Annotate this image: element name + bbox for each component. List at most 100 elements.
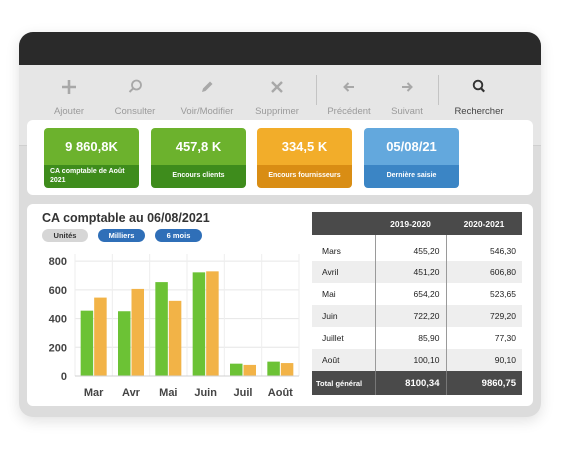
table-cell-month: Juillet xyxy=(322,333,344,343)
bar-2020-2021 xyxy=(243,364,256,376)
x-tick-label: Mar xyxy=(84,387,104,399)
table-cell-value: 77,30 xyxy=(445,327,522,349)
table-row: Mai 654,20 523,65 xyxy=(312,283,522,305)
delete-label: Supprimer xyxy=(255,106,299,117)
y-tick-label: 400 xyxy=(49,314,67,326)
y-tick-label: 200 xyxy=(49,342,67,354)
title-bar xyxy=(19,32,541,65)
table-cell-value: 90,10 xyxy=(445,349,522,371)
main-panel: CA comptable au 06/08/2021 Unités Millie… xyxy=(27,204,533,406)
table-header-2020-2021: 2020-2021 xyxy=(446,212,522,235)
bar-2019-2020 xyxy=(118,311,131,376)
bar-2020-2021 xyxy=(168,300,182,376)
toolbar-separator xyxy=(316,75,317,105)
bar-2020-2021 xyxy=(94,297,107,376)
kpi-value: 9 860,8K xyxy=(44,128,139,165)
view-button[interactable]: Consulter xyxy=(105,75,165,117)
kpi-value: 457,8 K xyxy=(151,128,246,165)
app-window: Ajouter Consulter Voir/Modifier Supprime… xyxy=(19,32,541,417)
kpi-panel: 9 860,8K CA comptable de Août 2021 457,8… xyxy=(27,120,533,195)
y-tick-label: 600 xyxy=(49,285,67,297)
bar-2020-2021 xyxy=(206,271,219,376)
bar-chart: 0 200 400 600 800 Mar Avr Mai Juin Juil Août xyxy=(49,254,300,399)
table-cell-month: Août xyxy=(312,349,375,371)
table-total-row: Total général 8100,34 9860,75 xyxy=(312,371,522,395)
table-row: Mars 455,20 546,30 xyxy=(312,235,522,261)
x-tick-label: Avr xyxy=(122,387,141,399)
arrow-left-icon xyxy=(319,75,379,99)
search-icon xyxy=(449,75,509,99)
view-label: Consulter xyxy=(114,106,156,117)
table-cell-month: Mai xyxy=(322,289,336,299)
previous-button[interactable]: Précédent xyxy=(319,75,379,117)
search-button[interactable]: Rechercher xyxy=(449,75,509,117)
chart-title: CA comptable au 06/08/2021 xyxy=(42,211,210,225)
table-cell-value: 85,90 xyxy=(374,327,446,349)
filter-thousands-button[interactable]: Milliers xyxy=(98,229,145,242)
edit-label: Voir/Modifier xyxy=(180,106,234,117)
toolbar-separator xyxy=(438,75,439,105)
table-cell-value: 654,20 xyxy=(374,283,446,305)
table-cell-value: 546,30 xyxy=(445,235,522,261)
filter-6-months-button[interactable]: 6 mois xyxy=(155,229,202,242)
kpi-card-clients[interactable]: 457,8 K Encours clients xyxy=(151,128,246,188)
table-total-label: Total général xyxy=(312,371,375,395)
table-row: Juillet 85,90 77,30 xyxy=(312,327,522,349)
table-cell-month: Avril xyxy=(312,261,375,283)
next-button[interactable]: Suivant xyxy=(377,75,437,117)
bar-2019-2020 xyxy=(80,310,94,376)
bar-2020-2021 xyxy=(131,288,144,376)
y-tick-label: 800 xyxy=(49,256,67,268)
table-row: Avril 451,20 606,80 xyxy=(312,261,522,283)
add-label: Ajouter xyxy=(53,106,85,117)
arrow-right-icon xyxy=(377,75,437,99)
kpi-caption: Encours clients xyxy=(151,165,246,188)
magnifier-icon xyxy=(105,75,165,99)
table-cell-month: Mars xyxy=(322,246,341,256)
bar-2020-2021 xyxy=(280,363,294,376)
next-label: Suivant xyxy=(391,106,423,117)
x-icon xyxy=(247,75,307,99)
bar-2019-2020 xyxy=(267,361,280,376)
plus-icon xyxy=(39,75,99,99)
y-tick-label: 0 xyxy=(61,371,67,383)
bar-2019-2020 xyxy=(155,282,168,376)
edit-button[interactable]: Voir/Modifier xyxy=(177,75,237,117)
x-tick-label: Août xyxy=(268,387,293,399)
delete-button[interactable]: Supprimer xyxy=(247,75,307,117)
table-row: Août 100,10 90,10 xyxy=(312,349,522,371)
add-button[interactable]: Ajouter xyxy=(39,75,99,117)
bar-2019-2020 xyxy=(230,363,243,376)
table-total-value: 8100,34 xyxy=(374,371,446,395)
data-table: 2019-2020 2020-2021 Mars 455,20 546,30 A… xyxy=(312,212,522,395)
filter-units-button[interactable]: Unités xyxy=(42,229,88,242)
x-tick-label: Juin xyxy=(194,387,217,399)
kpi-caption: CA comptable de Août 2021 xyxy=(44,165,139,188)
pencil-icon xyxy=(177,75,237,99)
table-cell-value: 451,20 xyxy=(374,261,446,283)
table-cell-value: 523,65 xyxy=(445,283,522,305)
table-cell-value: 729,20 xyxy=(445,305,522,327)
table-cell-month: Juin xyxy=(312,305,375,327)
x-tick-label: Juil xyxy=(234,387,253,399)
kpi-caption: Dernière saisie xyxy=(364,165,459,188)
table-header-row: 2019-2020 2020-2021 xyxy=(312,212,522,235)
kpi-card-last-entry[interactable]: 05/08/21 Dernière saisie xyxy=(364,128,459,188)
kpi-value: 334,5 K xyxy=(257,128,352,165)
table-cell-value: 606,80 xyxy=(445,261,522,283)
table-cell-value: 455,20 xyxy=(374,235,446,261)
kpi-card-suppliers[interactable]: 334,5 K Encours fournisseurs xyxy=(257,128,352,188)
table-header-month xyxy=(312,212,375,235)
table-cell-value: 100,10 xyxy=(374,349,446,371)
table-total-value: 9860,75 xyxy=(445,371,522,395)
kpi-card-revenue[interactable]: 9 860,8K CA comptable de Août 2021 xyxy=(44,128,139,188)
bar-2019-2020 xyxy=(192,272,206,376)
table-row: Juin 722,20 729,20 xyxy=(312,305,522,327)
search-label: Rechercher xyxy=(454,106,504,117)
kpi-value: 05/08/21 xyxy=(364,128,459,165)
kpi-caption: Encours fournisseurs xyxy=(257,165,352,188)
table-header-2019-2020: 2019-2020 xyxy=(375,212,446,235)
previous-label: Précédent xyxy=(327,106,371,117)
x-tick-label: Mai xyxy=(159,387,177,399)
table-cell-value: 722,20 xyxy=(374,305,446,327)
